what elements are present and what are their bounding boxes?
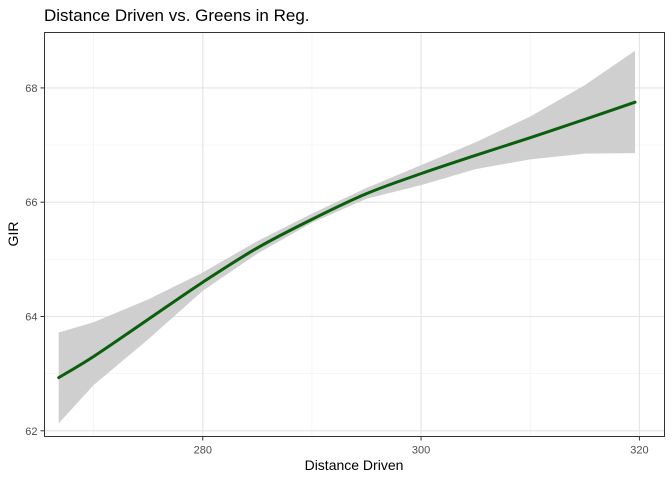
y-tick-label: 66 [25,197,37,209]
x-tick-label: 300 [412,445,430,457]
confidence-band-group [58,50,636,424]
y-tick-label: 68 [25,83,37,95]
x-axis-ticks: 280 300 320 [194,436,649,457]
plot-border [44,32,665,437]
x-tick-label: 280 [194,445,212,457]
y-tick-label: 64 [25,312,37,324]
y-axis-title: GIR [5,222,21,247]
confidence-band [58,50,636,424]
series-lines [57,100,637,380]
series-line [57,100,637,380]
x-axis-title: Distance Driven [305,457,404,473]
y-tick-label: 62 [25,426,37,438]
x-tick-label: 320 [630,445,648,457]
y-axis-ticks: 62 64 66 68 [25,83,45,438]
chart-title: Distance Driven vs. Greens in Reg. [44,6,310,25]
